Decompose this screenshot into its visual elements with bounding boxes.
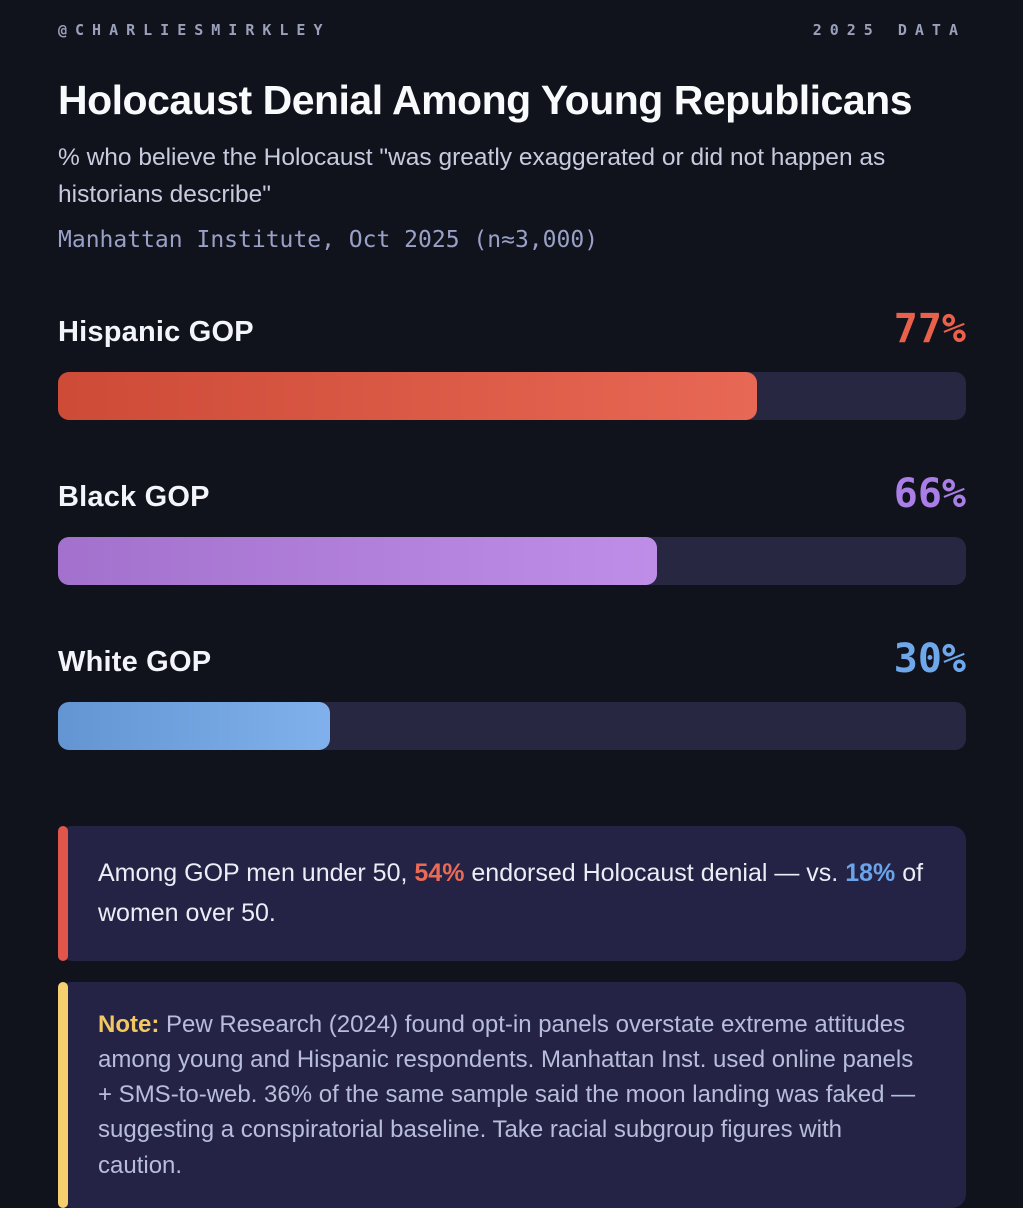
source-line: Manhattan Institute, Oct 2025 (n≈3,000) xyxy=(58,226,599,253)
bar-value-label: 66% xyxy=(893,470,966,517)
page-subtitle: % who believe the Holocaust "was greatly… xyxy=(58,144,886,208)
bar-fill xyxy=(58,371,758,420)
bar-row-white-gop: White GOP 30% xyxy=(58,639,966,750)
bar-category-label: Black GOP xyxy=(58,480,210,513)
bar-value-label: 30% xyxy=(893,635,966,682)
stat-callout: Among GOP men under 50, 54% endorsed Hol… xyxy=(58,825,966,961)
bar-track xyxy=(58,701,966,750)
stat-women-over-50: 18% xyxy=(845,858,896,887)
stat-text-pre: Among GOP men under 50, xyxy=(98,858,415,887)
note-callout-accent-stripe xyxy=(58,981,68,1208)
note-callout: Note: Pew Research (2024) found opt-in p… xyxy=(58,981,966,1208)
bar-fill xyxy=(58,536,658,585)
bar-chart: Hispanic GOP 77% Black GOP 66% White GOP… xyxy=(58,309,966,750)
bar-category-label: White GOP xyxy=(58,645,212,678)
bar-value-label: 77% xyxy=(893,305,966,352)
bar-category-label: Hispanic GOP xyxy=(58,315,254,348)
stat-callout-accent-stripe xyxy=(58,825,68,961)
bar-label-row: Black GOP 66% xyxy=(58,474,966,514)
header-row: @CHARLIESMIRKLEY 2025 DATA xyxy=(58,0,966,39)
data-year-badge: 2025 DATA xyxy=(812,21,966,39)
note-label: Note: xyxy=(98,1010,160,1038)
note-callout-text: Note: Pew Research (2024) found opt-in p… xyxy=(58,982,966,1208)
account-handle: @CHARLIESMIRKLEY xyxy=(58,21,331,39)
bar-track xyxy=(58,371,966,420)
bar-row-black-gop: Black GOP 66% xyxy=(58,474,966,585)
page-title: Holocaust Denial Among Young Republicans xyxy=(58,77,913,123)
stat-men-under-50: 54% xyxy=(414,858,465,887)
bar-label-row: Hispanic GOP 77% xyxy=(58,309,966,349)
bar-track xyxy=(58,536,966,585)
stat-callout-text: Among GOP men under 50, 54% endorsed Hol… xyxy=(58,826,966,961)
stat-text-mid: endorsed Holocaust denial — vs. xyxy=(464,858,846,887)
stat-text-post: of women over 50. xyxy=(98,858,924,928)
bar-fill xyxy=(58,701,331,750)
bar-row-hispanic-gop: Hispanic GOP 77% xyxy=(58,309,966,420)
note-body-text: Pew Research (2024) found opt-in panels … xyxy=(98,1010,916,1179)
bar-label-row: White GOP 30% xyxy=(58,639,966,679)
